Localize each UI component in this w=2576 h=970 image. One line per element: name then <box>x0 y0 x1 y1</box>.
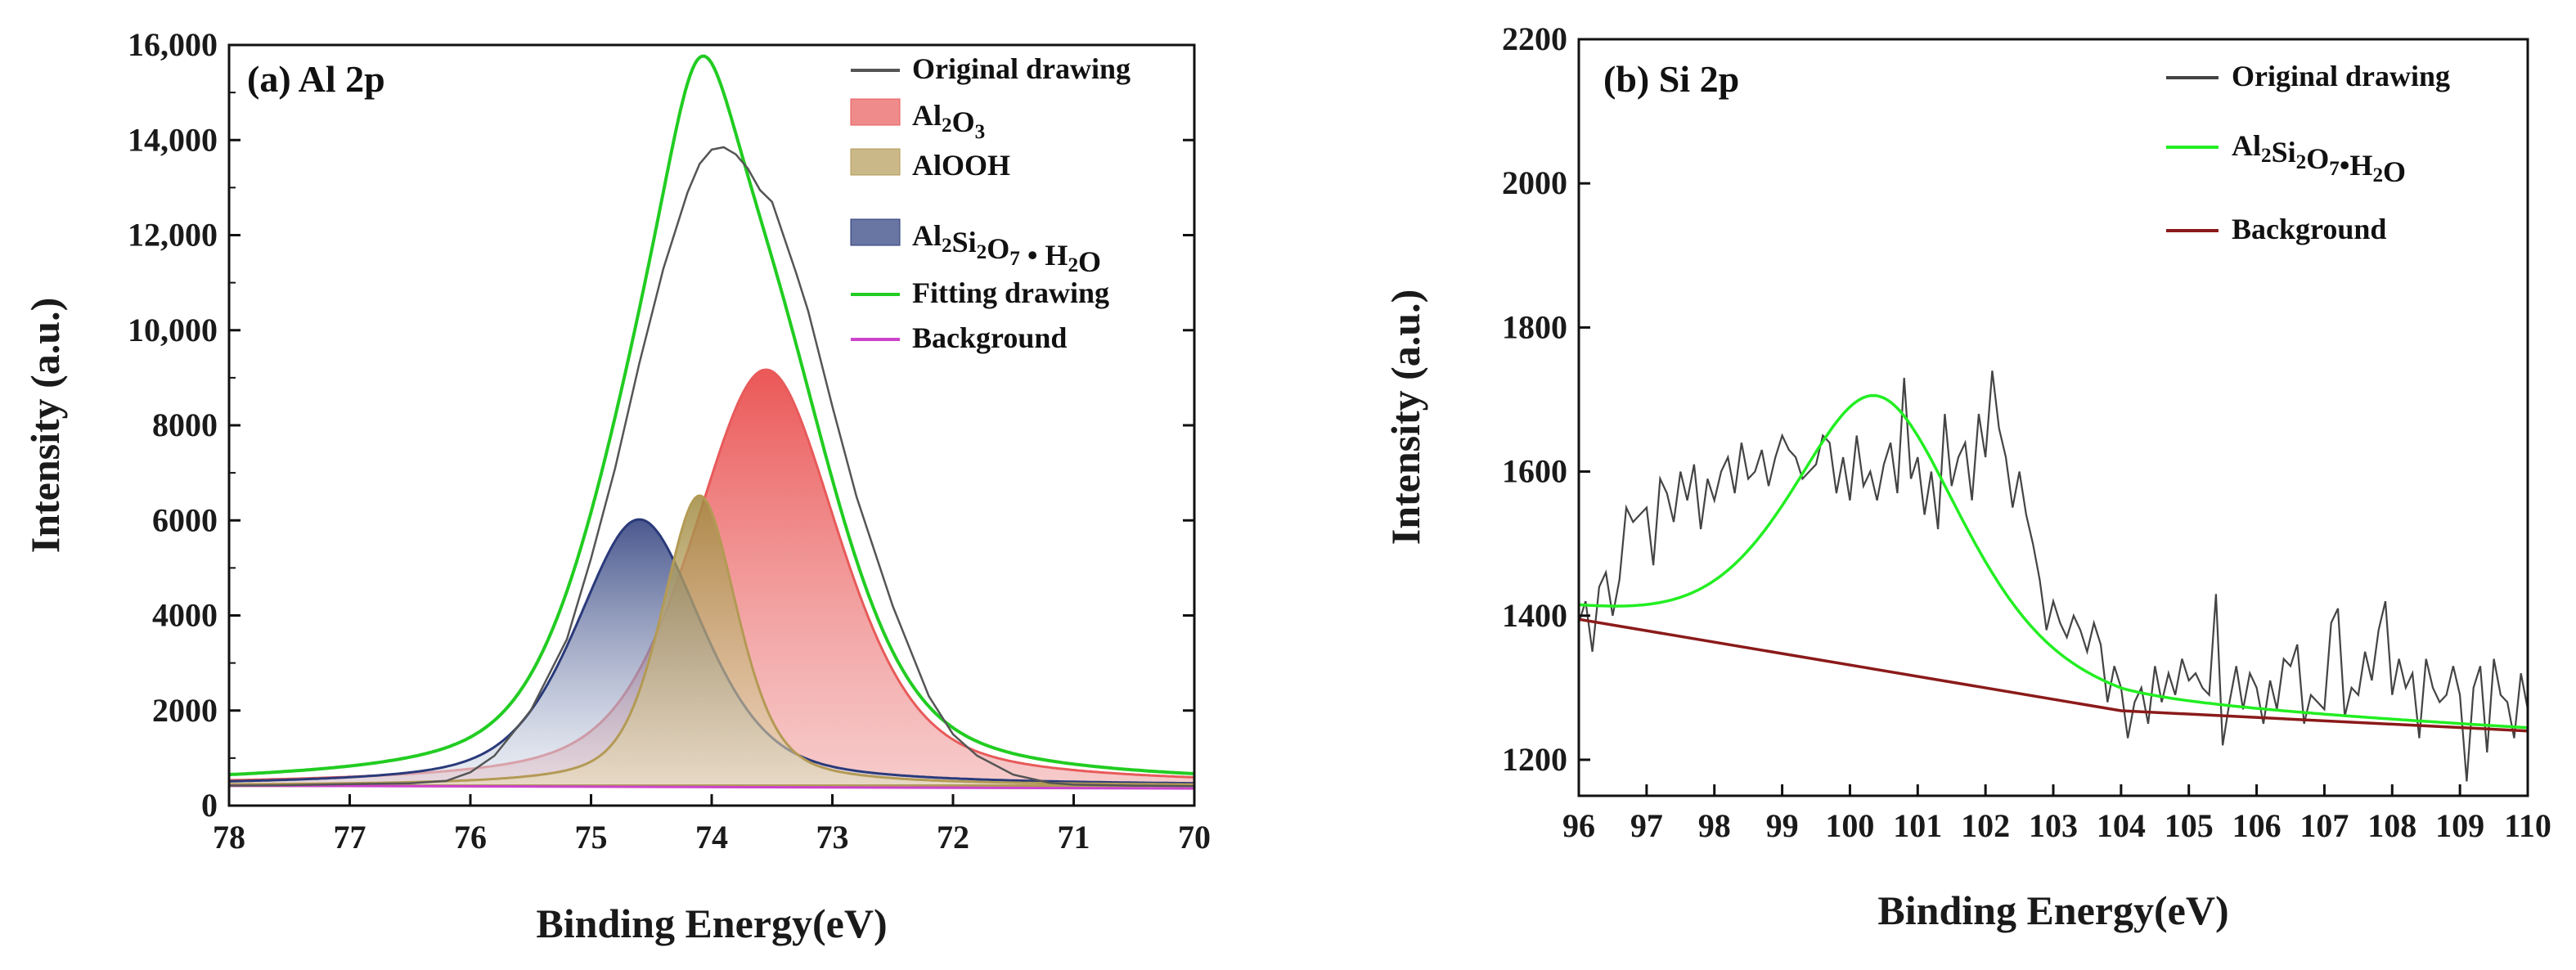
legend-label: Original drawing <box>912 52 1131 85</box>
y-tick-label: 8000 <box>152 406 218 443</box>
background-line <box>228 784 1195 790</box>
x-tick-label: 78 <box>213 819 245 855</box>
x-tick-label: 73 <box>816 819 849 855</box>
x-tick-label: 107 <box>2300 807 2349 844</box>
x-tick-label: 102 <box>1961 807 2010 844</box>
legend-label: Background <box>2232 213 2386 245</box>
y-axis-ticks-si-2p: 1200 1400 1600 1800 2000 2200 <box>1502 20 1590 778</box>
x-tick-label: 70 <box>1178 819 1211 855</box>
y-tick-label: 1600 <box>1502 453 1567 490</box>
y-tick-label: 14,000 <box>128 121 218 158</box>
original-curve <box>1577 370 2529 782</box>
x-tick-label: 76 <box>454 819 487 855</box>
legend-label: Al2Si2O7•H2O <box>2232 129 2406 188</box>
legend-label: Al2Si2O7 • H2O <box>912 219 1101 278</box>
y-tick-label: 4000 <box>152 597 218 634</box>
chart-panel-al-2p: 0 2000 4000 6000 8000 10,000 12,000 14,000 16,00… <box>22 26 1211 946</box>
x-tick-label: 110 <box>2504 807 2551 844</box>
legend-label: Original drawing <box>2232 60 2450 92</box>
legend-si-2p: Original drawing Al2Si2O7•H2O Background <box>2166 60 2450 245</box>
legend-swatch <box>850 98 901 126</box>
fitting-curve <box>1578 393 2529 730</box>
plot-area-al-2p <box>227 54 1196 790</box>
x-tick-label: 74 <box>695 819 728 855</box>
x-tick-label: 77 <box>334 819 366 855</box>
legend-label: Fitting drawing <box>912 276 1109 309</box>
peak-alooh-area <box>227 494 1196 788</box>
y-tick-label: 12,000 <box>128 217 218 254</box>
x-tick-label: 108 <box>2367 807 2416 844</box>
panel-label-si-2p: (b) Si 2p <box>1603 58 1739 100</box>
x-tick-label: 106 <box>2232 807 2282 844</box>
x-tick-label: 97 <box>1630 807 1663 844</box>
x-axis-ticks-al-2p: 78 77 76 75 74 73 72 71 70 <box>213 794 1211 855</box>
legend-label: AlOOH <box>912 149 1010 182</box>
x-tick-label: 101 <box>1893 807 1942 844</box>
y-tick-label: 6000 <box>152 501 218 538</box>
y-tick-label: 16,000 <box>128 26 218 63</box>
x-axis-ticks-si-2p: 96 97 98 99 100 101 102 103 104 105 106 107 108 109 11… <box>1562 784 2551 844</box>
y-axis-title-si-2p: Intensity (a.u.) <box>1382 290 1428 546</box>
x-axis-title-al-2p: Binding Energy(eV) <box>536 900 887 946</box>
legend-swatch <box>850 148 901 176</box>
legend-label: Background <box>912 321 1067 354</box>
x-tick-label: 71 <box>1058 819 1090 855</box>
x-tick-label: 98 <box>1698 807 1731 844</box>
legend-swatch <box>850 218 901 246</box>
x-tick-label: 103 <box>2029 807 2078 844</box>
fitting-curve <box>228 54 1195 777</box>
x-tick-label: 99 <box>1766 807 1799 844</box>
x-tick-label: 104 <box>2097 807 2146 844</box>
chart-panel-si-2p: 1200 1400 1600 1800 2000 2200 96 97 98 99 100 101 1… <box>1382 20 2551 933</box>
y-tick-label: 10,000 <box>128 312 218 348</box>
legend-al-2p: Original drawing Al2O3 AlOOH Al2Si2O7 • H2O… <box>850 52 1131 354</box>
y-axis-title-al-2p: Intensity (a.u.) <box>22 298 68 554</box>
y-axis-ticks-al-2p: 0 2000 4000 6000 8000 10,000 12,000 14,000 16,00… <box>128 26 1194 824</box>
x-tick-label: 105 <box>2165 807 2214 844</box>
plot-frame-si-2p <box>1577 38 2529 797</box>
x-tick-label: 72 <box>937 819 969 855</box>
x-tick-label: 109 <box>2435 807 2484 844</box>
y-tick-label: 2000 <box>1502 164 1567 201</box>
background-line <box>1578 617 2529 733</box>
panel-label-al-2p: (a) Al 2p <box>247 58 385 100</box>
y-tick-label: 2200 <box>1502 20 1567 57</box>
original-curve <box>228 146 1195 788</box>
x-tick-label: 96 <box>1562 807 1595 844</box>
y-tick-label: 0 <box>201 787 218 824</box>
y-tick-label: 1200 <box>1502 741 1567 778</box>
legend-label: Al2O3 <box>912 99 985 143</box>
x-tick-label: 75 <box>575 819 608 855</box>
y-tick-label: 1800 <box>1502 308 1567 345</box>
y-tick-label: 1400 <box>1502 597 1567 634</box>
plot-area-si-2p <box>1577 370 2529 782</box>
y-tick-label: 2000 <box>152 692 218 729</box>
x-axis-title-si-2p: Binding Energy(eV) <box>1877 887 2228 933</box>
x-tick-label: 100 <box>1825 807 1874 844</box>
